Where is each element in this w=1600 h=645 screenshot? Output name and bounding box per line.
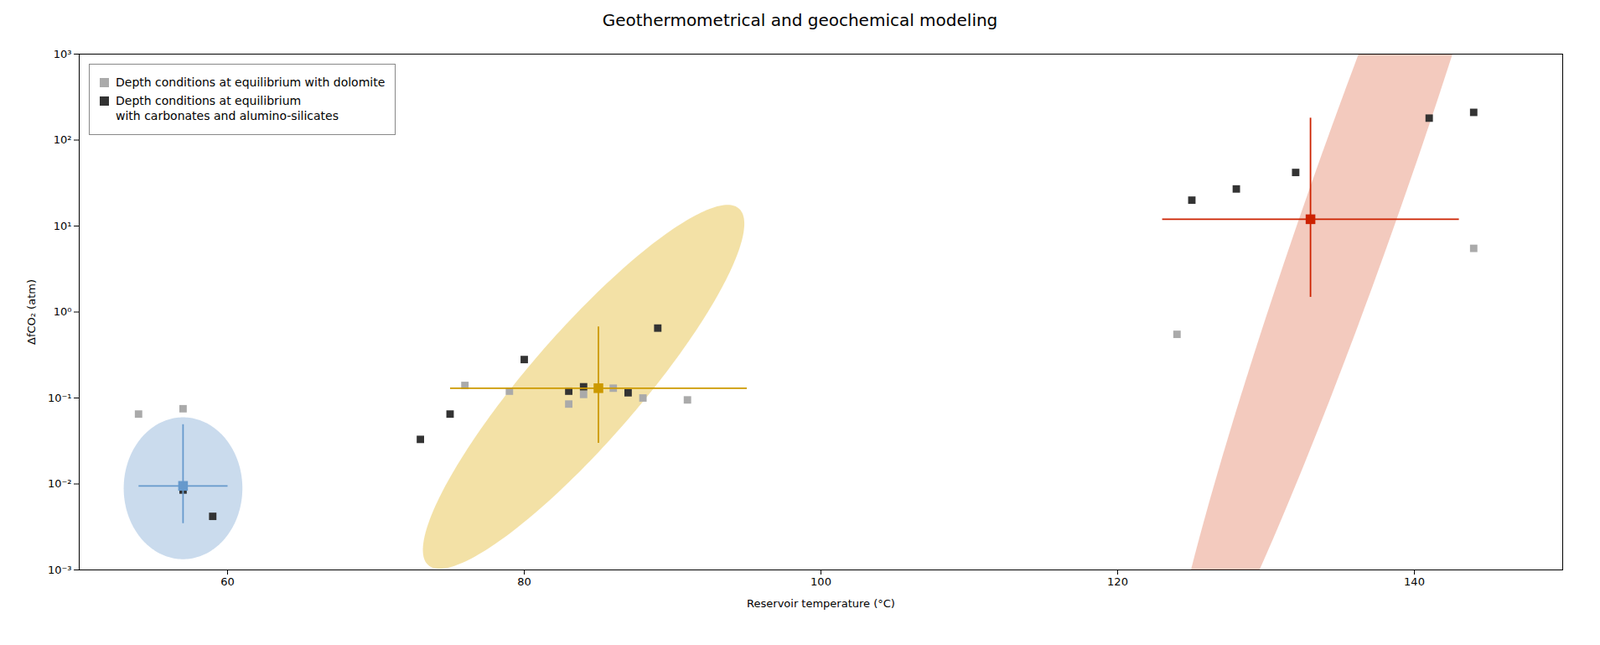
html-text:Depth conditions at equilibriu: Depth conditions at equilibrium with dol… [115, 75, 385, 89]
svg-text:10⁻²: 10⁻² [47, 476, 73, 490]
svg-text:80: 80 [517, 574, 532, 588]
svg-text:ΔfCO₂ (atm): ΔfCO₂ (atm) [25, 279, 38, 345]
svg-text:140: 140 [1403, 574, 1425, 588]
svg-text:Reservoir temperature (°C): Reservoir temperature (°C) [746, 596, 896, 610]
svg-text:10⁻³: 10⁻³ [47, 563, 73, 576]
svg-text:10¹: 10¹ [53, 219, 73, 233]
svg-text:10³: 10³ [53, 47, 73, 61]
svg-text:120: 120 [1107, 574, 1129, 588]
html-text:Depth conditions at equilibriu: Depth conditions at equilibrium with car… [115, 94, 339, 123]
svg-text:10⁰: 10⁰ [53, 305, 73, 318]
svg-text:10²: 10² [53, 133, 73, 146]
html-text:Geothermometrical and geochemi: Geothermometrical and geochemical modeli… [602, 10, 998, 31]
svg-text:100: 100 [810, 574, 832, 588]
svg-text:10⁻¹: 10⁻¹ [47, 391, 73, 404]
svg-text:60: 60 [220, 574, 235, 588]
